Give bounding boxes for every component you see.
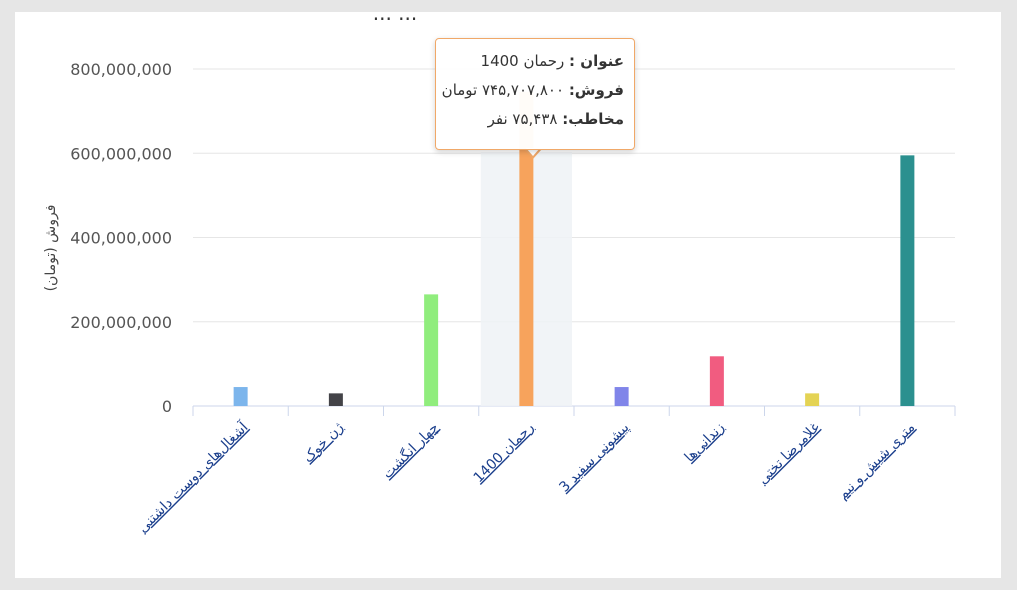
- x-category-link[interactable]: چهار انگشت: [379, 419, 442, 482]
- bar[interactable]: [519, 91, 534, 406]
- x-axis: آشغال‌های دوست داشتنی ژن خوک چهار انگشت رحم…: [134, 406, 956, 536]
- x-category-link[interactable]: غلامرضا تختی: [755, 420, 823, 488]
- y-tick-label: 400,000,000: [70, 229, 172, 248]
- chart-title: ... ...: [373, 12, 418, 25]
- x-category-link[interactable]: پیشونی سفید 3: [556, 419, 632, 495]
- tooltip-pointer-fill: [526, 148, 540, 156]
- y-tick-label: 200,000,000: [70, 313, 172, 332]
- tooltip-sales-row: فروش: ۷۴۵,۷۰۷,۸۰۰ تومان: [442, 76, 624, 105]
- chart-tooltip: عنوان : رحمان 1400 فروش: ۷۴۵,۷۰۷,۸۰۰ توم…: [435, 38, 635, 150]
- y-tick-label: 600,000,000: [70, 144, 172, 163]
- bar[interactable]: [424, 294, 439, 406]
- bar[interactable]: [805, 393, 820, 406]
- x-category-link[interactable]: رحمان 1400: [471, 420, 538, 487]
- bar[interactable]: [233, 387, 248, 406]
- tooltip-title-label: عنوان :: [569, 52, 624, 70]
- chart-card: ... ... 0 200,000,000 400,000,000 600,000,0…: [15, 12, 1001, 578]
- bar[interactable]: [900, 155, 915, 406]
- tooltip-audience-row: مخاطب: ۷۵,۴۳۸ نفر: [446, 105, 624, 134]
- y-axis-label: فروش (تومان): [43, 205, 59, 292]
- bars-layer: [233, 91, 915, 406]
- tooltip-sales-label: فروش:: [568, 81, 624, 99]
- bar[interactable]: [328, 393, 343, 406]
- x-category-link[interactable]: متری شیش و نیم: [835, 420, 918, 503]
- x-category-link[interactable]: آشغال‌های دوست داشتنی: [134, 418, 252, 536]
- y-axis: 0 200,000,000 400,000,000 600,000,000 800,00…: [70, 60, 172, 416]
- tooltip-audience-value: ۷۵,۴۳۸ نفر: [487, 110, 558, 128]
- bar-chart: ... ... 0 200,000,000 400,000,000 600,000,0…: [43, 12, 956, 536]
- tooltip-title-row: عنوان : رحمان 1400: [446, 47, 624, 76]
- bar[interactable]: [614, 387, 629, 406]
- bar[interactable]: [709, 356, 724, 406]
- y-tick-label: 800,000,000: [70, 60, 172, 79]
- y-tick-label: 0: [162, 397, 172, 416]
- x-category-link[interactable]: ژن خوک: [300, 419, 347, 466]
- tooltip-sales-value: ۷۴۵,۷۰۷,۸۰۰ تومان: [441, 81, 565, 99]
- tooltip-audience-label: مخاطب:: [562, 110, 624, 128]
- x-category-link[interactable]: زندانی‌ها: [682, 420, 728, 466]
- tooltip-title-value: رحمان 1400: [480, 52, 565, 70]
